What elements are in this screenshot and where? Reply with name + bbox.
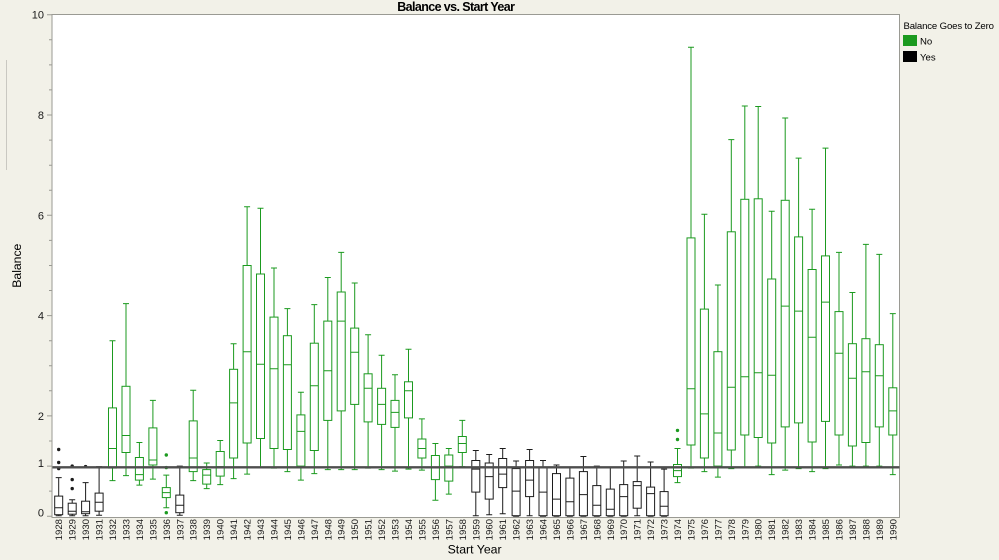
svg-text:1937: 1937 — [175, 519, 186, 540]
svg-text:1980: 1980 — [754, 519, 765, 540]
svg-text:1942: 1942 — [243, 519, 254, 540]
svg-text:1987: 1987 — [848, 519, 859, 540]
svg-text:4: 4 — [38, 311, 44, 323]
svg-text:1976: 1976 — [700, 519, 711, 540]
svg-text:1965: 1965 — [552, 519, 563, 540]
svg-text:1954: 1954 — [404, 518, 415, 540]
svg-text:1962: 1962 — [512, 519, 523, 540]
svg-text:1985: 1985 — [821, 519, 832, 540]
svg-text:1964: 1964 — [539, 518, 550, 540]
svg-text:1943: 1943 — [256, 519, 267, 540]
svg-text:1986: 1986 — [835, 519, 846, 540]
svg-text:1932: 1932 — [108, 519, 119, 540]
svg-text:1947: 1947 — [310, 519, 321, 540]
svg-text:1944: 1944 — [270, 518, 281, 540]
svg-text:Yes: Yes — [920, 53, 936, 64]
svg-text:1933: 1933 — [122, 519, 133, 540]
svg-text:1931: 1931 — [95, 519, 106, 540]
svg-text:1975: 1975 — [687, 519, 698, 540]
svg-text:1988: 1988 — [861, 519, 872, 540]
svg-text:0: 0 — [38, 508, 44, 520]
svg-text:10: 10 — [32, 10, 44, 22]
svg-text:1968: 1968 — [592, 519, 603, 540]
svg-text:1955: 1955 — [417, 519, 428, 540]
svg-text:1956: 1956 — [431, 519, 442, 540]
svg-text:1990: 1990 — [888, 519, 899, 540]
svg-text:Balance: Balance — [10, 243, 24, 287]
svg-text:1977: 1977 — [713, 519, 724, 540]
svg-text:1957: 1957 — [444, 519, 455, 540]
svg-text:1966: 1966 — [565, 519, 576, 540]
svg-text:1973: 1973 — [660, 519, 671, 540]
svg-text:Start Year: Start Year — [448, 543, 502, 557]
svg-text:1963: 1963 — [525, 519, 536, 540]
svg-text:1953: 1953 — [391, 519, 402, 540]
svg-text:1981: 1981 — [767, 519, 778, 540]
svg-text:1970: 1970 — [619, 519, 630, 540]
svg-text:1982: 1982 — [781, 519, 792, 540]
svg-text:1978: 1978 — [727, 519, 738, 540]
svg-text:1946: 1946 — [296, 519, 307, 540]
svg-text:1950: 1950 — [350, 519, 361, 540]
svg-text:1935: 1935 — [148, 519, 159, 540]
svg-text:No: No — [920, 37, 932, 48]
svg-text:1971: 1971 — [633, 519, 644, 540]
svg-text:1951: 1951 — [364, 519, 375, 540]
svg-text:1945: 1945 — [283, 519, 294, 540]
svg-text:1930: 1930 — [81, 519, 92, 540]
svg-text:1960: 1960 — [485, 519, 496, 540]
svg-text:1958: 1958 — [458, 519, 469, 540]
svg-text:Balance vs. Start Year: Balance vs. Start Year — [397, 0, 515, 14]
svg-text:1: 1 — [38, 458, 44, 470]
svg-text:1967: 1967 — [579, 519, 590, 540]
svg-text:1940: 1940 — [216, 519, 227, 540]
svg-text:1984: 1984 — [808, 518, 819, 540]
svg-text:1941: 1941 — [229, 519, 240, 540]
svg-text:Balance Goes to Zero: Balance Goes to Zero — [904, 21, 994, 32]
svg-text:1934: 1934 — [135, 518, 146, 540]
svg-text:1972: 1972 — [646, 519, 657, 540]
svg-text:1959: 1959 — [471, 519, 482, 540]
svg-text:1989: 1989 — [875, 519, 886, 540]
svg-text:8: 8 — [38, 110, 44, 122]
svg-text:1979: 1979 — [740, 519, 751, 540]
svg-text:1928: 1928 — [54, 519, 65, 540]
svg-text:1961: 1961 — [498, 519, 509, 540]
svg-text:1948: 1948 — [323, 519, 334, 540]
svg-text:1949: 1949 — [337, 519, 348, 540]
svg-text:2: 2 — [38, 411, 44, 423]
svg-text:1969: 1969 — [606, 519, 617, 540]
svg-text:1936: 1936 — [162, 519, 173, 540]
svg-text:1929: 1929 — [68, 519, 79, 540]
svg-text:1938: 1938 — [189, 519, 200, 540]
svg-text:1974: 1974 — [673, 518, 684, 540]
svg-text:1939: 1939 — [202, 519, 213, 540]
svg-text:1983: 1983 — [794, 519, 805, 540]
svg-text:1952: 1952 — [377, 519, 388, 540]
svg-text:6: 6 — [38, 210, 44, 222]
